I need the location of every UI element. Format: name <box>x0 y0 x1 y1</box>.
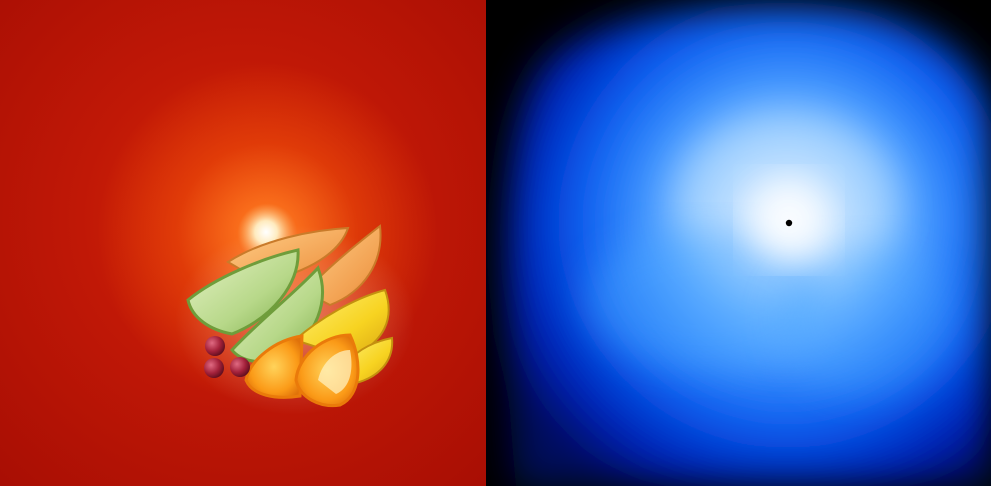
heatmap-highlight <box>586 230 826 370</box>
heatmap-illustration <box>505 6 991 486</box>
cantaloupe-slice <box>303 224 382 307</box>
fruit-illustration <box>175 204 415 415</box>
grape <box>230 357 250 377</box>
orange-pith <box>318 350 352 394</box>
heatmap-highlight <box>776 245 956 395</box>
heatmap-image-panel <box>486 0 991 486</box>
grape <box>204 358 224 378</box>
grape <box>205 336 225 356</box>
center-marker <box>785 219 793 227</box>
fruit-image-panel <box>0 0 486 486</box>
honeydew-slice <box>186 248 300 336</box>
